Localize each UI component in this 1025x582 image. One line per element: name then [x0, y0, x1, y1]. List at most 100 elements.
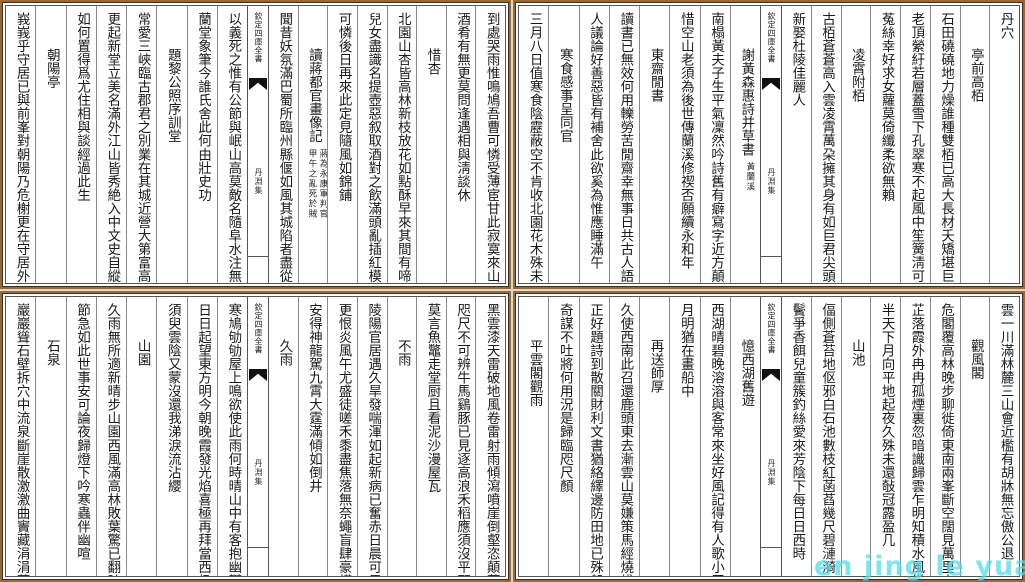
annotation-line: 甲午之亂死於賊	[306, 148, 317, 219]
poem-title: 不雨	[394, 339, 410, 367]
text-column: 月明猶在畫船中	[669, 297, 699, 576]
poem-title-column: 觀風閣	[959, 297, 990, 576]
text-column: 咫尺不可辨牛馬鷄豚已見逐高浪禾稻應須沒平野	[445, 297, 476, 576]
text-column: 讀書已無效何用轢勞苦閒齋幸無事日共古人語古	[608, 6, 639, 283]
text-column: 久使西南此召還鹿頭東去漸雲山莫嫌策馬經燒棧	[608, 297, 639, 576]
poem-line: 兒女盡識名提壺惡叙取酒對之飲滿頭亂插紅模糊	[365, 12, 381, 283]
page-frame: 丹穴 亭前高栢 石田磽磽地力燥誰種雙栢已高大長材夭矯堪巨棟 老頂縈紆若層蓋雪下孔翠寒不…	[518, 5, 1020, 284]
poem-line: 久雨無所適新晴步山園西風滿高林敗葉驚已翻時	[104, 303, 120, 576]
poem-line: 南榻黃夫子生平氣凜然吟詩舊有癖寫字近方顛可	[708, 12, 724, 283]
poem-line: 如何置得爲尤住相與談經過此生	[74, 12, 90, 202]
poem-line: 三月八日值寒食陰靂蔽空不肯收北園花木殊未動	[526, 12, 542, 283]
poem-line: 讀書已無效何用轢勞苦閒齋幸無事日共古人語古	[617, 12, 633, 283]
poem-line: 峩峩乎守居已與前峯對朝陽乃危榭更在守居外煙	[13, 12, 29, 283]
poem-line: 偪側蒼苔地伛邪白石池數枝紅菡萏幾尺碧漣漪	[819, 303, 835, 574]
text-column: 新娶杜陵佳麗人	[782, 6, 811, 283]
poem-line: 常愛三峽臨古郡君之別業在其城近營大第富高處	[134, 12, 150, 283]
poem-line: 奇謀不吐將何用況是歸臨咫尺顏	[556, 303, 572, 493]
poem-line: 石田磽磽地力燥誰種雙栢已高大長材夭矯堪巨棟	[938, 12, 954, 283]
text-column: 更恨炎風午尤盛徒嗟禾黍盡焦落無奈蠅盲肆豪橫	[327, 297, 357, 576]
poem-line: 新娶杜陵佳麗人	[789, 12, 805, 107]
center-fold-strip: 欽定四庫全書 丹淵集	[760, 6, 782, 283]
poem-line: 芷落霞外冉冉孤煙裏忽暗識歸雲乍明知積水風從	[908, 303, 924, 576]
poem-line: 正好題詩到散關財利文書猶絡繹邊防田地已殊般	[587, 303, 603, 576]
poem-title: 亭前高栢	[967, 48, 983, 103]
text-column: 石田磽磽地力燥誰種雙栢已高大長材夭矯堪巨棟	[929, 6, 960, 283]
page-frame: 黑雲漆天雷破地風卷雷射雨傾瀉噴崖倒壑恣顛蕩 咫尺不可辨牛馬鷄豚已見逐高浪禾稻應須沒…	[5, 296, 506, 577]
text-column: 兒女盡識名提壺惡叙取酒對之飲滿頭亂插紅模糊	[356, 6, 387, 283]
poem-title: 題黎公照序訓堂	[164, 48, 180, 143]
poem-line: 陵陽官居遇久旱發喘渾如起新病已奮赤日晨可畏	[365, 303, 381, 576]
text-column: 丹穴	[989, 6, 1019, 283]
poem-title-column: 東齋閒書	[639, 6, 669, 283]
text-column: 久雨無所適新晴步山園西風滿高林敗葉驚已翻時	[95, 297, 126, 576]
strip-divider	[761, 256, 781, 257]
poem-title-column: 山園	[126, 297, 156, 576]
text-column: 危閣覆高林晚步聊徙倚東南兩峯斷空闊見萬里古	[929, 297, 960, 576]
poem-line: 酒肴有無更莫問逢遇相與淸談休	[454, 12, 470, 202]
annotation-note: 黃蘭溪	[744, 162, 755, 193]
page-spread-bottom-right: 雲一川滿林麓三山會近檻有胡牀無忘傲公退 觀風閣 危閣覆高林晚步聊徙倚東南兩峯斷空闊見…	[513, 291, 1025, 582]
poem-line: 可憐後日再來此定見隨風如錦鋪	[335, 12, 351, 202]
right-half-page: 黑雲漆天雷破地風卷雷射雨傾瀉噴崖倒壑恣顛蕩 咫尺不可辨牛馬鷄豚已見逐高浪禾稻應須沒…	[269, 297, 505, 576]
strip-divider	[248, 256, 268, 257]
text-column: 南榻黃夫子生平氣凜然吟詩舊有癖寫字近方顛可	[699, 6, 730, 283]
text-column: 日日起望東方明今朝晚霞發光焰喜極再拜當西楹	[186, 297, 217, 576]
poem-line: 北園山杏皆高林新枝放花如點酥早來其間有啼鳥	[394, 12, 410, 283]
poem-line: 黑雲漆天雷破地風卷雷射雨傾瀉噴崖倒壑恣顛蕩	[483, 303, 499, 576]
poem-title-column: 惜杏	[416, 6, 446, 283]
left-half-page: 以義死之惟有公節與岷山高莫敵名隨阜水注無窮 蘭堂象筆今誰氏舍此何由壯史功 題黎公照序…	[6, 6, 247, 283]
poem-line: 久使西南此召還鹿頭東去漸雲山莫嫌策馬經燒棧	[617, 303, 633, 576]
poem-line: 菟絲幸好求女蘿莫倚纖柔欲無賴	[878, 12, 894, 202]
poem-title: 謝黃森惠詩并草書	[738, 48, 754, 157]
book-title: 丹淵集	[767, 168, 776, 195]
strip-divider	[761, 547, 781, 548]
poem-title-column: 朝陽亭	[35, 6, 65, 283]
poem-title-column: 謝黃森惠詩并草書黃蘭溪	[729, 6, 760, 283]
fishtail-mark-icon	[762, 369, 780, 381]
poem-title-column: 題黎公照序訓堂	[156, 6, 186, 283]
poem-line: 鬢爭香餌兒童簇釣絲愛來芳陰下每日日西時	[789, 303, 805, 561]
page-spread-top-right: 丹穴 亭前高栢 石田磽磽地力燥誰種雙栢已高大長材夭矯堪巨棟 老頂縈紆若層蓋雪下孔翠寒不…	[513, 0, 1025, 289]
text-column: 須臾雲陰又蒙沒還我涕淚流沾纓	[156, 297, 186, 576]
poem-title: 凌霄附栢	[848, 48, 864, 103]
poem-line: 西湖晴碧晚溶溶與客常來坐好風記得有人歌小玉	[708, 303, 724, 576]
text-column: 巖巖聳石壁拆穴中流泉斷崖散激激曲竇藏涓涓蓄	[6, 297, 35, 576]
text-column: 可憐後日再來此定見隨風如錦鋪	[327, 6, 357, 283]
page-frame: 到處哭雨惟鳴鳩吾曹可憐受薄宦甘此寂寞來山州 酒肴有無更莫問逢遇相與淸談休 惜杏 北園山…	[5, 5, 506, 284]
poem-line: 到處哭雨惟鳴鳩吾曹可憐受薄宦甘此寂寞來山州	[483, 12, 499, 283]
text-column: 莫言魚鼈走堂厨且看泥沙漫屋瓦	[416, 297, 446, 576]
poem-line: 日日起望東方明今朝晚霞發光焰喜極再拜當西楹	[195, 303, 211, 576]
poem-title: 觀風閣	[967, 339, 983, 380]
text-column: 峩峩乎守居已與前峯對朝陽乃危榭更在守居外煙	[6, 6, 35, 283]
collection-title: 欽定四庫全書	[767, 303, 776, 354]
collection-title: 欽定四庫全書	[254, 303, 263, 354]
text-column: 正好題詩到散關財利文書猶絡繹邊防田地已殊般	[578, 297, 609, 576]
poem-title: 讀蔣都官畫像記	[305, 48, 321, 143]
poem-title-column: 凌霄附栢	[840, 6, 871, 283]
poem-line: 更起新堂立美名滿外江山皆秀絶入中文史自縱橫	[104, 12, 120, 283]
annotation-line: 黃蘭溪	[744, 162, 755, 193]
poem-title-column: 讀蔣都官畫像記 蔣為永康軍判官 甲午之亂死於賊	[297, 6, 327, 283]
poem-line: 惜空山老須為後世傳蘭溪修禊否願續永和年	[677, 12, 693, 270]
book-title: 丹淵集	[254, 459, 263, 486]
right-half-page: 雲一川滿林麓三山會近檻有胡牀無忘傲公退 觀風閣 危閣覆高林晚步聊徙倚東南兩峯斷空闊見…	[782, 297, 1019, 576]
text-column: 奇謀不吐將何用況是歸臨咫尺顏	[548, 297, 578, 576]
poem-line: 丹穴	[997, 12, 1013, 40]
left-half-page: 謝黃森惠詩并草書 黃蘭溪 南榻黃夫子生平氣凜然吟詩舊有癖寫字近方顛可 惜空山老須為後世…	[519, 6, 760, 283]
poem-title-column: 再送師厚	[639, 297, 669, 576]
page-frame: 雲一川滿林麓三山會近檻有胡牀無忘傲公退 觀風閣 危閣覆高林晚步聊徙倚東南兩峯斷空闊見…	[518, 296, 1020, 577]
poem-line: 莫言魚鼈走堂厨且看泥沙漫屋瓦	[424, 303, 440, 493]
fishtail-mark-icon	[249, 78, 267, 90]
text-column: 偪側蒼苔地伛邪白石池數枝紅菡萏幾尺碧漣漪	[810, 297, 841, 576]
text-column: 半天下月向平地起夜久殊未還敧冠露盈几	[870, 297, 900, 576]
poem-line: 咫尺不可辨牛馬鷄豚已見逐高浪禾稻應須沒平野	[454, 303, 470, 576]
poem-title: 平雲閣觀雨	[526, 339, 542, 407]
poem-line: 巖巖聳石壁拆穴中流泉斷崖散激激曲竇藏涓涓蓄	[13, 303, 29, 576]
text-column: 菟絲幸好求女蘿莫倚纖柔欲無賴	[870, 6, 900, 283]
poem-line: 老頂縈紆若層蓋雪下孔翠寒不起風中笙簧淸可愛	[908, 12, 924, 283]
poem-line: 安得神龍駕九霄大霆滿傾如倒井	[305, 303, 321, 493]
poem-title: 朝陽亭	[43, 48, 59, 89]
book-title: 丹淵集	[767, 459, 776, 486]
left-half-page: 寒鳩劬劬屋上鳴欲使此雨何時晴山中有客抱幽鬱 日日起望東方明今朝晚霞發光焰喜極再拜當…	[6, 297, 247, 576]
